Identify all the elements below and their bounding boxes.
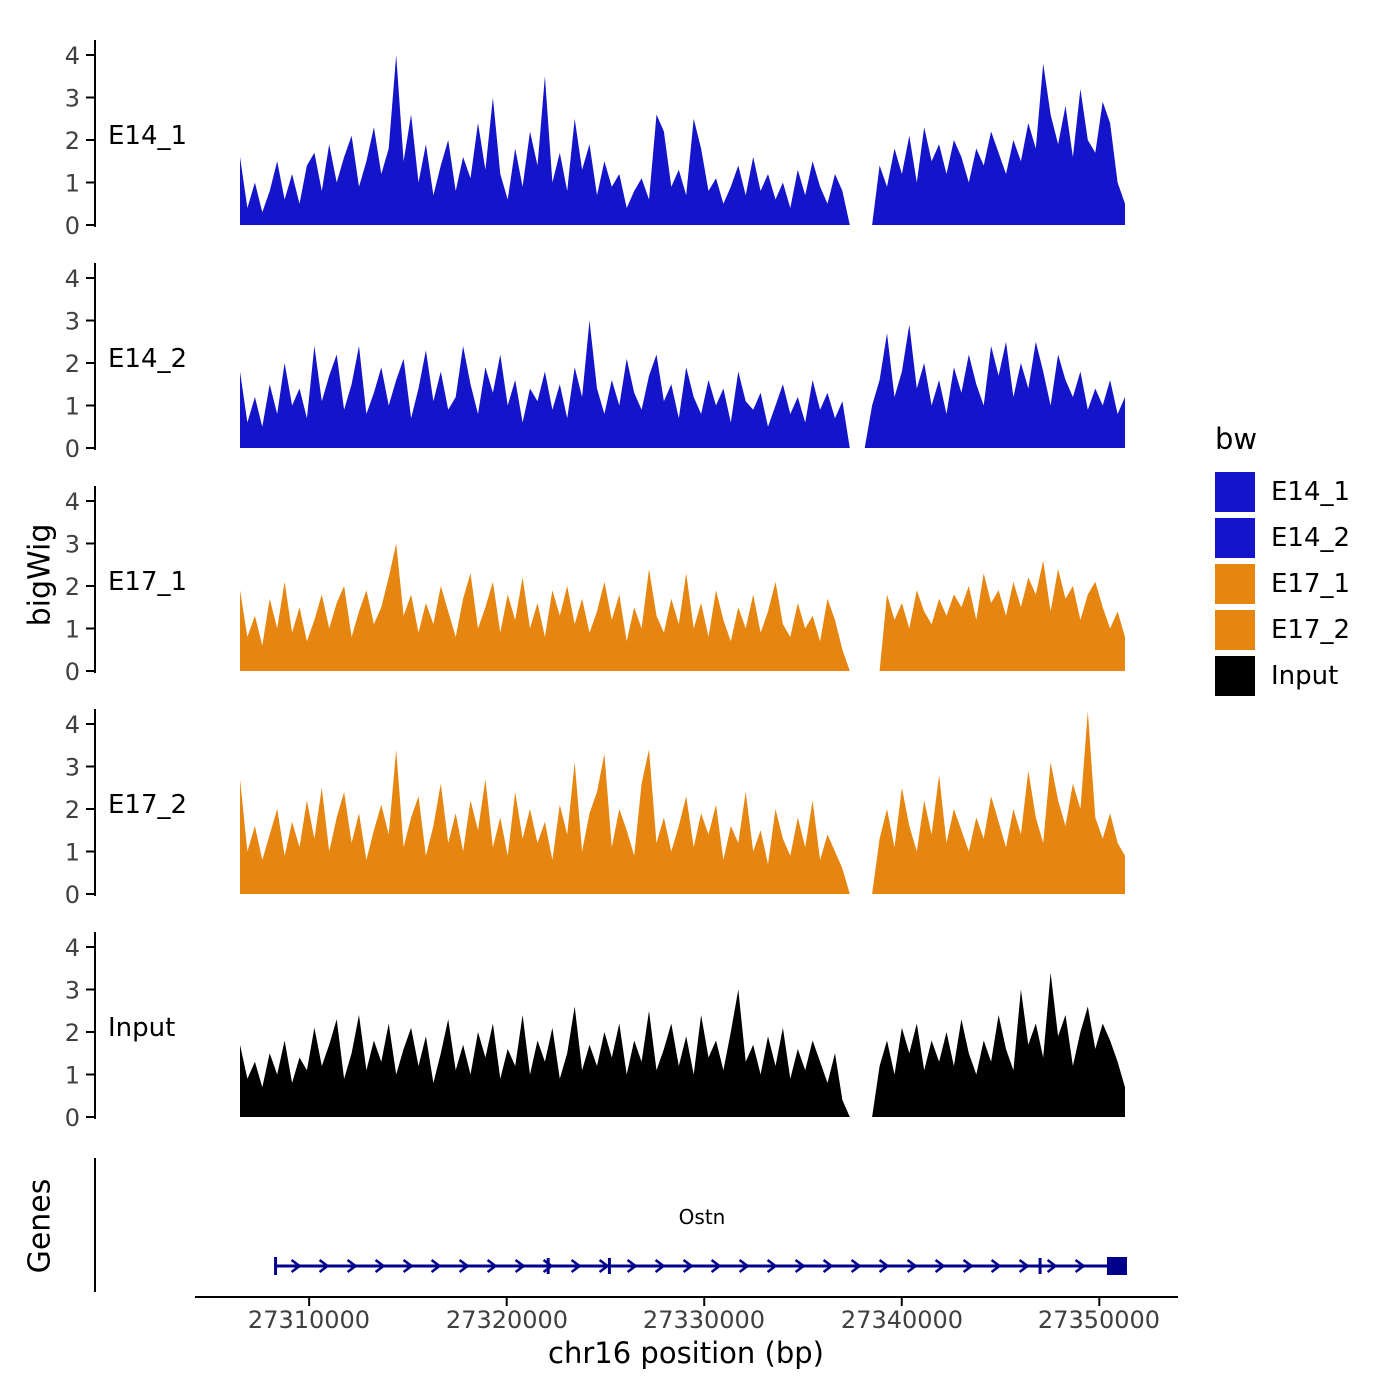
y-tick-label: 1 — [65, 616, 80, 644]
strand-arrow-icon — [1074, 1259, 1086, 1273]
track-label-input: Input — [108, 1013, 176, 1043]
y-tick-label: 0 — [65, 212, 80, 240]
legend-label: Input — [1271, 661, 1339, 691]
legend-entry: E14_1 — [1215, 472, 1350, 512]
legend-title: bw — [1215, 422, 1258, 456]
strand-arrow-icon — [654, 1259, 666, 1273]
y-tick-label: 1 — [65, 1062, 80, 1090]
y-tick-label: 4 — [65, 711, 80, 739]
legend-swatch-input — [1215, 656, 1255, 696]
y-tick-label: 2 — [65, 573, 80, 601]
strand-arrow-icon — [318, 1259, 330, 1273]
genes-panel-title: Genes — [22, 1178, 58, 1274]
x-axis-title: chr16 position (bp) — [548, 1336, 824, 1370]
strand-arrow-icon — [570, 1259, 582, 1273]
track-label-e17-2: E17_2 — [108, 790, 188, 820]
strand-arrow-icon — [514, 1259, 526, 1273]
y-tick-label: 2 — [65, 127, 80, 155]
y-axis-title: bigWig — [22, 523, 58, 627]
strand-arrow-icon — [1018, 1259, 1030, 1273]
strand-arrow-icon — [598, 1259, 610, 1273]
strand-arrow-icon — [766, 1259, 778, 1273]
y-tick-label: 0 — [65, 435, 80, 463]
track-label-e17-1: E17_1 — [108, 567, 188, 597]
y-tick-label: 4 — [65, 42, 80, 70]
strand-arrow-icon — [542, 1259, 554, 1273]
strand-arrow-icon — [458, 1259, 470, 1273]
track-label-e14-2: E14_2 — [108, 344, 188, 374]
coverage-area-Input — [240, 972, 1125, 1117]
legend: bw E14_1 E14_2 E17_1 E17_2 Input — [1215, 422, 1350, 702]
x-tick-label: 27330000 — [642, 1306, 766, 1334]
y-tick-label: 1 — [65, 393, 80, 421]
x-tick-label: 27340000 — [840, 1306, 964, 1334]
strand-arrow-icon — [794, 1259, 806, 1273]
strand-arrow-icon — [346, 1259, 358, 1273]
y-tick-label: 3 — [65, 754, 80, 782]
y-tick-label: 1 — [65, 839, 80, 867]
y-tick-label: 4 — [65, 265, 80, 293]
strand-arrow-icon — [682, 1259, 694, 1273]
strand-arrow-icon — [906, 1259, 918, 1273]
legend-label: E17_1 — [1271, 569, 1351, 599]
coverage-area-E14_2 — [240, 320, 1125, 448]
strand-arrow-icon — [710, 1259, 722, 1273]
strand-arrow-icon — [878, 1259, 890, 1273]
y-tick-label: 1 — [65, 170, 80, 198]
legend-label: E14_1 — [1271, 477, 1351, 507]
x-tick-label: 27350000 — [1037, 1306, 1161, 1334]
gene-name-label: Ostn — [678, 1205, 726, 1229]
legend-entry: E17_2 — [1215, 610, 1350, 650]
legend-label: E17_2 — [1271, 615, 1351, 645]
x-tick-label: 27320000 — [445, 1306, 569, 1334]
strand-arrow-icon — [402, 1259, 414, 1273]
x-tick-label: 27310000 — [247, 1306, 371, 1334]
strand-arrow-icon — [430, 1259, 442, 1273]
strand-arrow-icon — [374, 1259, 386, 1273]
legend-entry: E14_2 — [1215, 518, 1350, 558]
y-tick-label: 2 — [65, 1019, 80, 1047]
y-tick-label: 0 — [65, 658, 80, 686]
y-tick-label: 2 — [65, 350, 80, 378]
y-tick-label: 0 — [65, 881, 80, 909]
gene-end-exon-box — [1106, 1257, 1127, 1275]
legend-swatch-e17-2 — [1215, 610, 1255, 650]
coverage-area-E17_1 — [240, 543, 1125, 671]
strand-arrow-icon — [626, 1259, 638, 1273]
y-tick-label: 0 — [65, 1104, 80, 1132]
strand-arrow-icon — [738, 1259, 750, 1273]
y-tick-label: 3 — [65, 531, 80, 559]
strand-arrow-icon — [962, 1259, 974, 1273]
coverage-area-E14_1 — [240, 55, 1125, 225]
y-tick-label: 3 — [65, 85, 80, 113]
legend-swatch-e14-1 — [1215, 472, 1255, 512]
legend-swatch-e17-1 — [1215, 564, 1255, 604]
strand-arrow-icon — [290, 1259, 302, 1273]
y-tick-label: 2 — [65, 796, 80, 824]
strand-arrow-icon — [1046, 1259, 1058, 1273]
y-tick-label: 4 — [65, 934, 80, 962]
legend-entry: Input — [1215, 656, 1350, 696]
legend-swatch-e14-2 — [1215, 518, 1255, 558]
y-tick-label: 4 — [65, 488, 80, 516]
strand-arrow-icon — [990, 1259, 1002, 1273]
legend-label: E14_2 — [1271, 523, 1351, 553]
strand-arrow-icon — [486, 1259, 498, 1273]
coverage-area-E17_2 — [240, 711, 1125, 894]
track-label-e14-1: E14_1 — [108, 121, 188, 151]
strand-arrow-icon — [934, 1259, 946, 1273]
y-tick-label: 3 — [65, 308, 80, 336]
y-tick-label: 3 — [65, 977, 80, 1005]
strand-arrow-icon — [850, 1259, 862, 1273]
strand-arrow-icon — [822, 1259, 834, 1273]
legend-entry: E17_1 — [1215, 564, 1350, 604]
